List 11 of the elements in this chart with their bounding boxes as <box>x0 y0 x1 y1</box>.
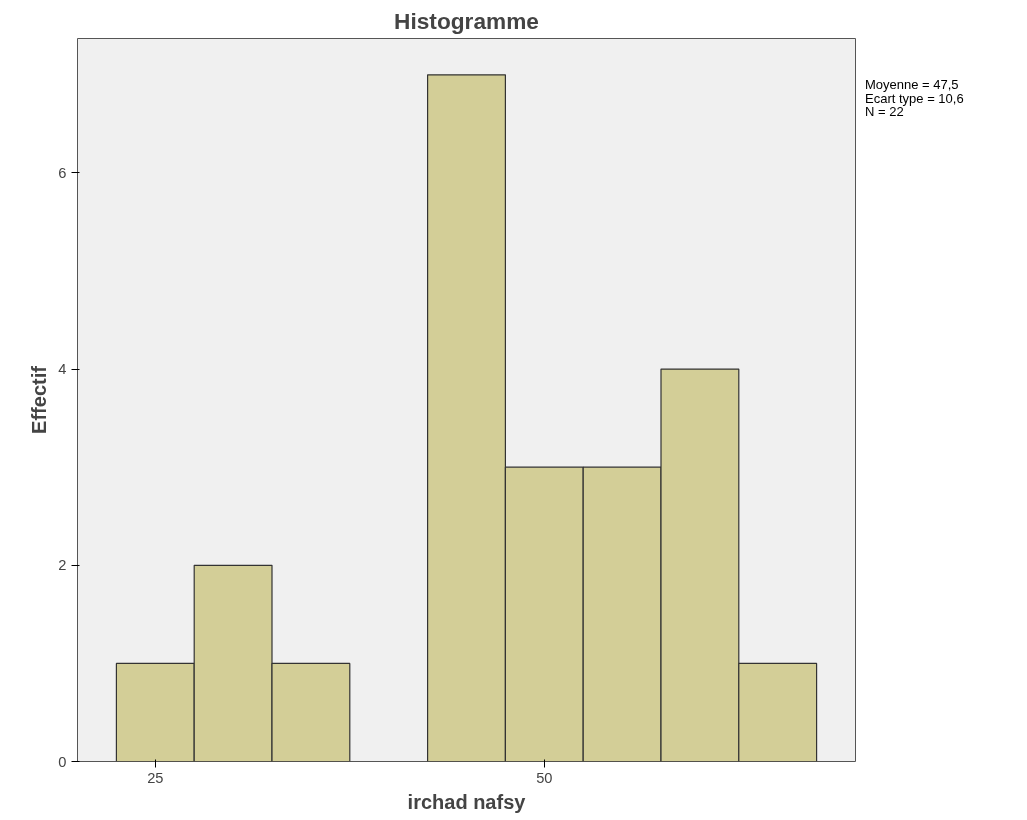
y-tick-label: 4 <box>58 361 67 378</box>
x-tick-label: 25 <box>147 769 164 786</box>
x-axis-title: irchad nafsy <box>407 790 527 813</box>
y-axis-title: Effectif <box>28 365 51 434</box>
y-tick-label: 6 <box>58 164 67 181</box>
y-tick-label: 2 <box>58 557 67 574</box>
x-tick-label: 50 <box>536 769 553 786</box>
y-tick-label: 0 <box>58 753 67 770</box>
text: Moyenne = 47,5 <box>865 77 959 92</box>
text: N = 22 <box>865 104 904 120</box>
chart-title: Histogramme <box>394 7 539 34</box>
